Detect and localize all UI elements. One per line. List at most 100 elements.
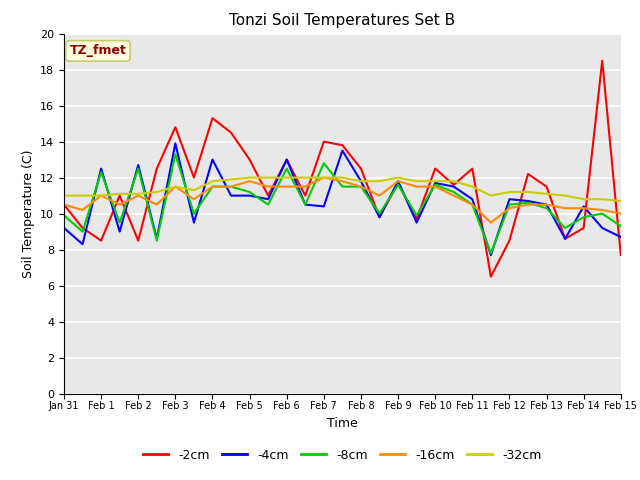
-16cm xyxy=(506,205,513,211)
-32cm xyxy=(357,178,365,184)
-16cm xyxy=(264,184,272,190)
-2cm xyxy=(209,115,216,121)
-8cm xyxy=(97,169,105,175)
-16cm xyxy=(339,178,346,184)
-8cm xyxy=(506,202,513,207)
-8cm xyxy=(580,214,588,220)
-16cm xyxy=(431,184,439,190)
-4cm xyxy=(376,214,383,220)
-4cm xyxy=(190,220,198,226)
-2cm xyxy=(376,214,383,220)
-8cm xyxy=(487,251,495,256)
-16cm xyxy=(617,211,625,216)
-2cm xyxy=(468,166,476,171)
-32cm xyxy=(561,192,569,199)
-4cm xyxy=(580,204,588,209)
Line: -2cm: -2cm xyxy=(64,60,621,276)
Line: -4cm: -4cm xyxy=(64,144,621,255)
-2cm xyxy=(598,58,606,63)
-2cm xyxy=(172,124,179,130)
-16cm xyxy=(320,175,328,180)
-2cm xyxy=(283,156,291,162)
-32cm xyxy=(580,196,588,202)
-32cm xyxy=(301,175,309,180)
-2cm xyxy=(60,202,68,207)
-8cm xyxy=(227,184,235,190)
-16cm xyxy=(450,192,458,199)
-32cm xyxy=(617,198,625,204)
Y-axis label: Soil Temperature (C): Soil Temperature (C) xyxy=(22,149,35,278)
-4cm xyxy=(468,196,476,202)
-16cm xyxy=(301,184,309,190)
-32cm xyxy=(227,177,235,182)
-2cm xyxy=(153,166,161,171)
-16cm xyxy=(376,192,383,199)
-8cm xyxy=(468,202,476,207)
Title: Tonzi Soil Temperatures Set B: Tonzi Soil Temperatures Set B xyxy=(229,13,456,28)
Text: TZ_fmet: TZ_fmet xyxy=(70,44,127,58)
-16cm xyxy=(153,202,161,207)
-8cm xyxy=(450,189,458,195)
-4cm xyxy=(301,202,309,207)
-8cm xyxy=(134,166,142,171)
-16cm xyxy=(283,184,291,190)
-2cm xyxy=(227,130,235,135)
-4cm xyxy=(227,192,235,199)
-2cm xyxy=(97,238,105,243)
-16cm xyxy=(394,178,402,184)
-4cm xyxy=(524,198,532,204)
-4cm xyxy=(394,178,402,184)
-8cm xyxy=(413,213,420,218)
-4cm xyxy=(283,156,291,162)
-16cm xyxy=(524,202,532,207)
-8cm xyxy=(172,151,179,157)
-16cm xyxy=(97,192,105,199)
-2cm xyxy=(190,175,198,180)
-32cm xyxy=(487,192,495,199)
-2cm xyxy=(524,171,532,177)
-8cm xyxy=(264,202,272,207)
-2cm xyxy=(561,236,569,242)
-32cm xyxy=(431,178,439,184)
-32cm xyxy=(394,175,402,180)
-2cm xyxy=(543,184,550,190)
-32cm xyxy=(413,178,420,184)
Line: -32cm: -32cm xyxy=(64,178,621,201)
-2cm xyxy=(580,225,588,231)
-16cm xyxy=(598,207,606,213)
-2cm xyxy=(413,216,420,222)
-8cm xyxy=(190,211,198,216)
-4cm xyxy=(506,196,513,202)
-2cm xyxy=(264,192,272,199)
-16cm xyxy=(246,178,253,184)
-4cm xyxy=(357,178,365,184)
-32cm xyxy=(450,178,458,184)
-2cm xyxy=(506,238,513,243)
-8cm xyxy=(246,189,253,195)
-2cm xyxy=(431,166,439,171)
-32cm xyxy=(172,184,179,190)
-4cm xyxy=(209,156,216,162)
-4cm xyxy=(431,180,439,186)
Line: -16cm: -16cm xyxy=(64,178,621,223)
-16cm xyxy=(543,202,550,207)
-8cm xyxy=(394,182,402,188)
-4cm xyxy=(97,166,105,171)
-4cm xyxy=(246,192,253,199)
-2cm xyxy=(116,192,124,199)
-16cm xyxy=(190,196,198,202)
-16cm xyxy=(116,202,124,207)
-8cm xyxy=(301,202,309,207)
-32cm xyxy=(543,191,550,197)
-16cm xyxy=(580,205,588,211)
-32cm xyxy=(190,187,198,193)
-32cm xyxy=(283,175,291,180)
-32cm xyxy=(79,192,86,199)
-2cm xyxy=(246,156,253,162)
-32cm xyxy=(339,175,346,180)
-8cm xyxy=(283,166,291,171)
-16cm xyxy=(357,184,365,190)
Line: -8cm: -8cm xyxy=(64,154,621,253)
-8cm xyxy=(209,184,216,190)
Legend: -2cm, -4cm, -8cm, -16cm, -32cm: -2cm, -4cm, -8cm, -16cm, -32cm xyxy=(138,444,547,467)
